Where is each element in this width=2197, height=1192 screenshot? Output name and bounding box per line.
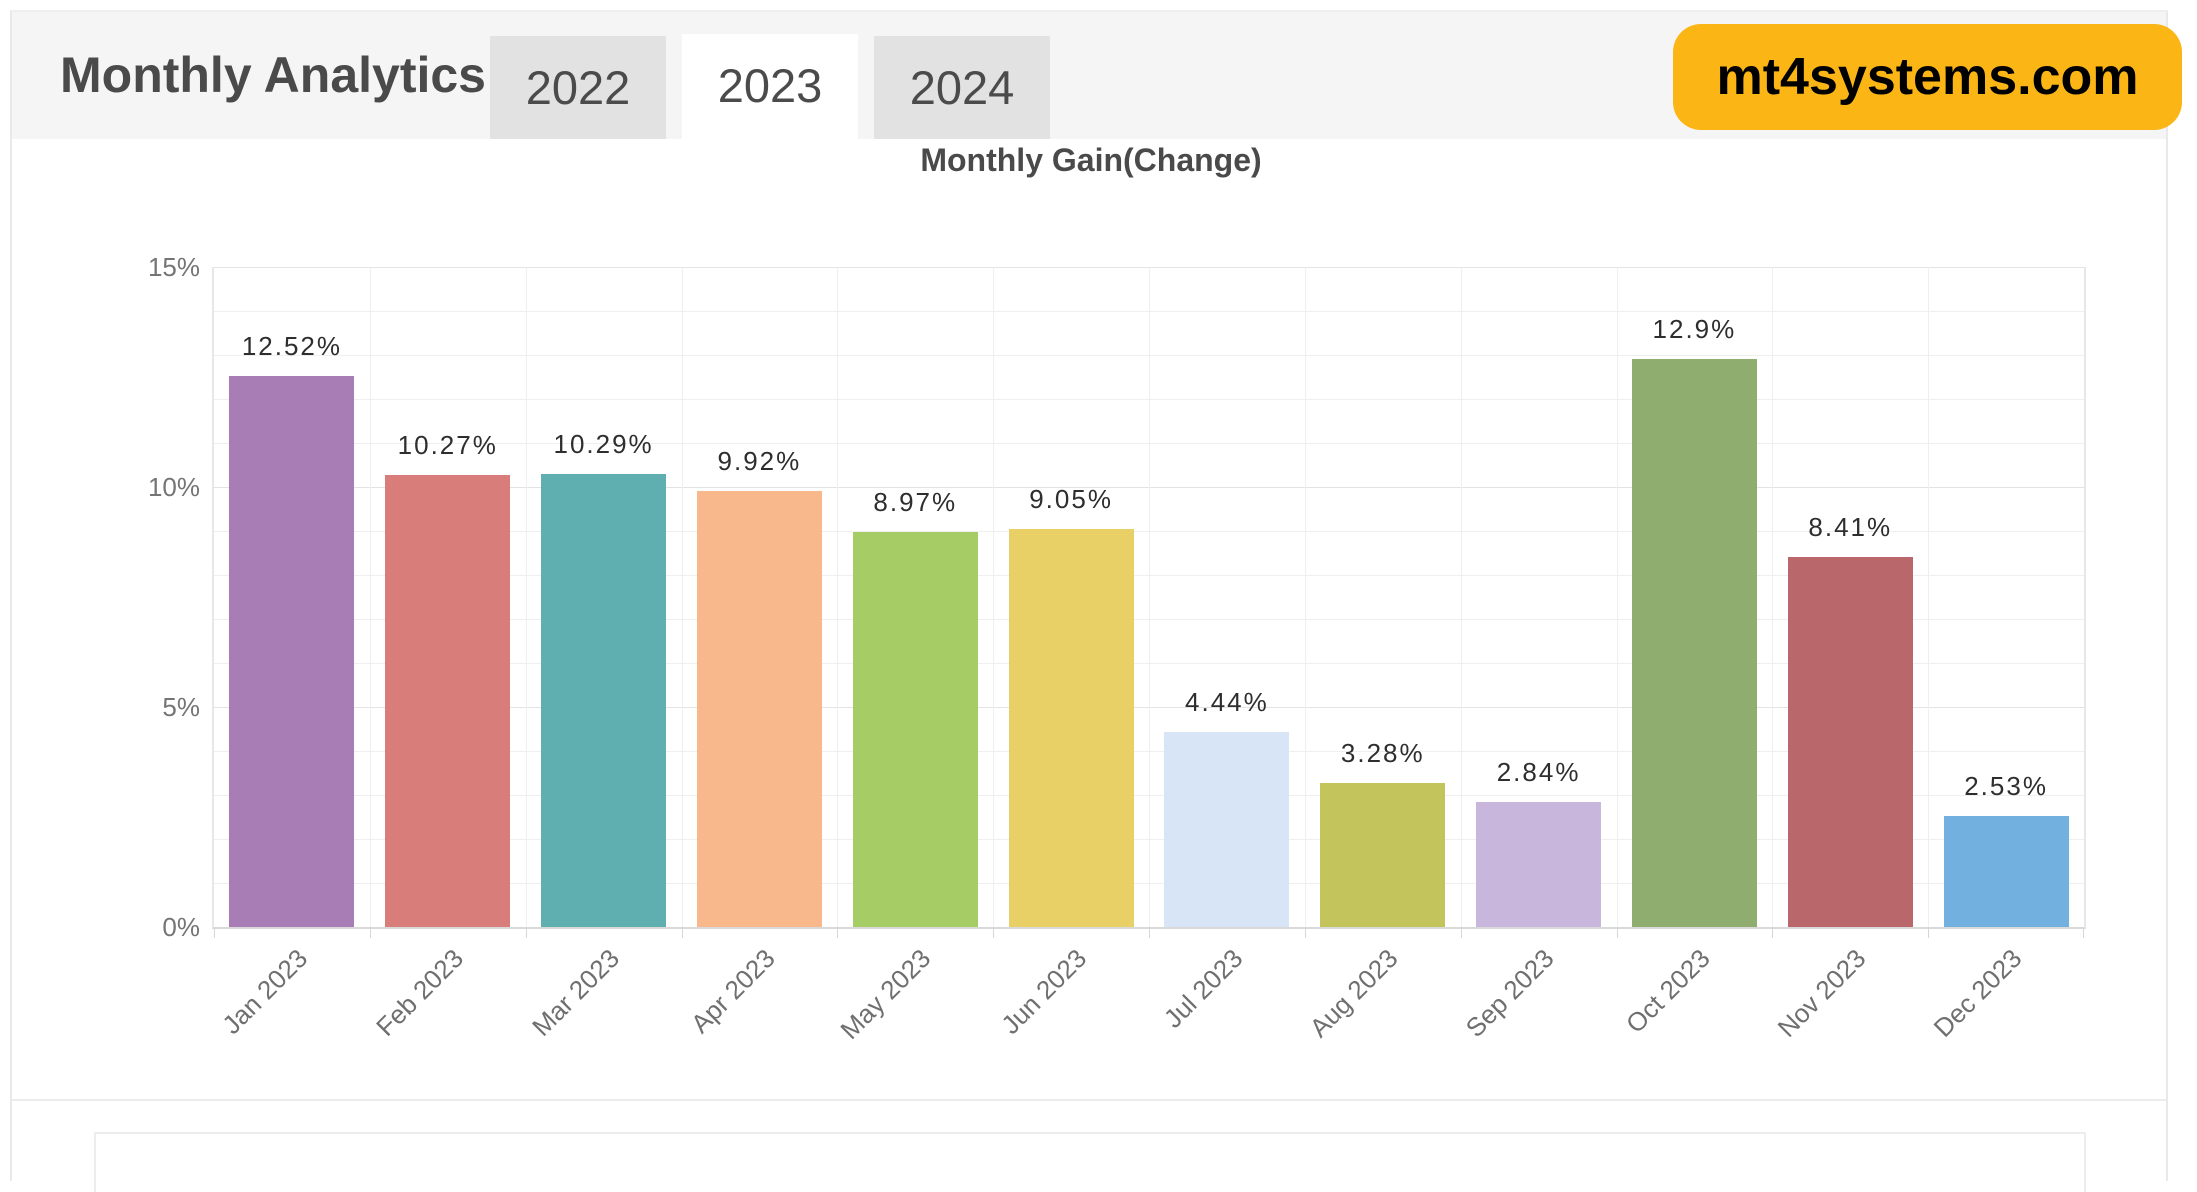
- bar-value-label: 12.9%: [1652, 314, 1737, 345]
- analytics-card: Monthly Analytics 2022 2023 2024 mt4syst…: [10, 10, 2182, 1192]
- y-axis-label: 15%: [147, 252, 200, 282]
- bar-value-label: 8.41%: [1808, 511, 1893, 542]
- bar-value-label: 10.27%: [397, 430, 498, 461]
- bar-value-label: 2.53%: [1964, 770, 2048, 801]
- bar-oct-2023[interactable]: [1631, 359, 1757, 927]
- x-axis-tick: [993, 927, 995, 938]
- y-axis-label: 10%: [147, 472, 200, 502]
- bar-jul-2023[interactable]: [1164, 731, 1290, 927]
- y-axis-label: 5%: [162, 692, 200, 722]
- bar-feb-2023[interactable]: [385, 475, 511, 927]
- y-axis-label: 0%: [162, 912, 200, 942]
- gridline-vertical: [1460, 267, 1462, 927]
- bar-may-2023[interactable]: [852, 532, 978, 927]
- bar-mar-2023[interactable]: [541, 474, 667, 927]
- bar-value-label: 2.84%: [1496, 757, 1581, 788]
- gridline-vertical: [1772, 267, 1774, 927]
- gridline-vertical: [993, 267, 995, 927]
- bar-value-label: 8.97%: [873, 487, 958, 518]
- page-title: Monthly Analytics: [60, 47, 486, 103]
- bar-jun-2023[interactable]: [1008, 528, 1134, 927]
- bar-sep-2023[interactable]: [1476, 802, 1602, 927]
- bar-dec-2023[interactable]: [1943, 815, 2069, 927]
- gridline-vertical: [525, 267, 527, 927]
- gridline-vertical: [369, 267, 371, 927]
- bar-value-label: 10.29%: [553, 429, 654, 460]
- brand-badge: mt4systems.com: [1673, 24, 2182, 130]
- bar-jan-2023[interactable]: [229, 376, 355, 927]
- x-axis-tick: [1772, 927, 1774, 938]
- bar-aug-2023[interactable]: [1320, 782, 1446, 927]
- gridline-vertical: [681, 267, 683, 927]
- x-axis-label-text: Dec 2023: [1927, 943, 2028, 1043]
- bar-chart-plot-area: 0% 5% 10% 15% 12.52% Jan 2023 10.27% Feb 2023 10…: [148, 252, 2086, 1045]
- tab-year-2022[interactable]: 2022: [490, 36, 666, 139]
- x-axis-tick: [369, 927, 371, 938]
- bar-value-label: 12.52%: [241, 331, 342, 362]
- x-axis-tick: [2083, 927, 2084, 938]
- bar-value-label: 9.05%: [1029, 483, 1113, 514]
- x-axis-tick: [681, 927, 683, 938]
- next-section-card: [94, 1132, 2086, 1192]
- gridline-vertical: [1149, 267, 1150, 927]
- chart-title: Monthly Gain(Change): [920, 142, 1262, 178]
- x-axis-tick: [1616, 927, 1618, 938]
- bar-value-label: 3.28%: [1340, 737, 1425, 768]
- x-axis-tick: [1149, 927, 1150, 938]
- gridline-vertical: [1616, 267, 1618, 927]
- x-axis-tick: [525, 927, 527, 938]
- bar-value-label: 9.92%: [717, 445, 802, 476]
- gridline-vertical: [1928, 267, 1930, 927]
- section-divider: [12, 1099, 2166, 1101]
- bar-apr-2023[interactable]: [696, 490, 822, 927]
- bar-value-label: 4.44%: [1185, 686, 1269, 717]
- bar-nov-2023[interactable]: [1787, 556, 1913, 927]
- x-axis-tick: [1460, 927, 1462, 938]
- gridline-vertical: [1304, 267, 1306, 927]
- x-axis-tick: [837, 927, 839, 938]
- tab-year-2023[interactable]: 2023: [682, 34, 858, 148]
- x-axis-tick: [1304, 927, 1306, 938]
- x-axis-tick: [1928, 927, 1930, 938]
- tab-year-2024[interactable]: 2024: [874, 36, 1050, 139]
- gridline-vertical: [837, 267, 839, 927]
- x-axis-label: Dec 2023: [1786, 943, 2027, 1043]
- x-axis-tick: [214, 927, 215, 938]
